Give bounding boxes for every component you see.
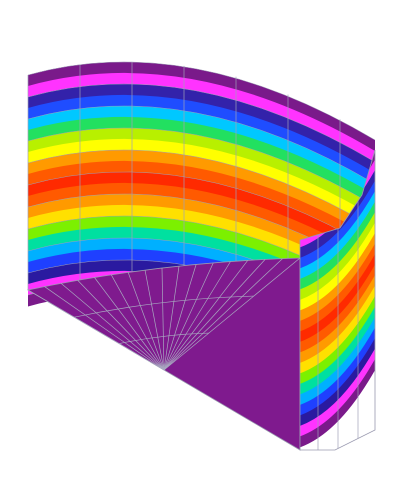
mesh-ring — [119, 332, 209, 344]
mesh-spoke — [127, 272, 165, 371]
mesh-spoke — [77, 280, 165, 371]
contour-band — [300, 224, 375, 323]
contour-band — [300, 297, 375, 397]
mesh-spoke — [44, 286, 165, 371]
contour-band — [300, 308, 375, 407]
contour-band — [300, 161, 375, 260]
contour-band — [300, 245, 375, 344]
mesh-spoke — [27, 289, 165, 371]
mesh-spoke — [163, 262, 214, 371]
mesh-spoke — [163, 257, 301, 371]
contour-band — [28, 116, 375, 207]
contour-band — [28, 94, 375, 185]
mesh-line — [27, 171, 376, 251]
contour-band — [300, 255, 375, 355]
contour-band — [300, 171, 375, 271]
mesh-spoke — [163, 261, 231, 371]
contour-band — [28, 105, 375, 196]
contour-band — [300, 350, 375, 449]
floor-mesh — [27, 257, 301, 371]
mesh-line — [27, 61, 376, 141]
mesh-spoke — [163, 260, 249, 371]
contour-band — [28, 72, 375, 163]
mesh-spoke — [163, 258, 283, 371]
contour-band — [28, 171, 375, 262]
contour-band — [300, 266, 375, 365]
mesh-spoke — [110, 274, 165, 371]
mesh-line — [27, 105, 376, 185]
mesh-line — [27, 83, 376, 163]
front-wall-outline — [299, 149, 376, 451]
contour-band — [28, 127, 375, 218]
front-wall — [300, 150, 375, 450]
contour-band — [300, 339, 375, 439]
contour-band — [28, 149, 375, 240]
contour-band — [300, 287, 375, 386]
contour-band — [300, 150, 375, 250]
mesh-spoke — [161, 267, 165, 371]
mesh-spoke — [144, 270, 165, 371]
contour-band — [300, 213, 375, 313]
contour-band — [300, 203, 375, 302]
contour-band — [28, 182, 375, 273]
contour-band — [28, 138, 375, 229]
contour-band — [300, 182, 375, 281]
contour-band — [300, 329, 375, 428]
contour-band — [300, 192, 375, 292]
mesh-line — [27, 127, 376, 207]
mesh-spoke — [163, 264, 197, 371]
contour-band — [300, 234, 375, 334]
mesh-spoke — [60, 283, 165, 371]
mesh-spoke — [163, 259, 266, 371]
contour-band — [28, 83, 375, 174]
mesh-spoke — [163, 266, 180, 371]
contour-band — [28, 160, 375, 251]
mesh-ring — [74, 295, 254, 318]
contour-band — [300, 276, 375, 376]
mesh-line — [27, 149, 376, 229]
contour-band — [28, 61, 375, 152]
contour-band — [300, 318, 375, 418]
mesh-spoke — [94, 277, 165, 371]
